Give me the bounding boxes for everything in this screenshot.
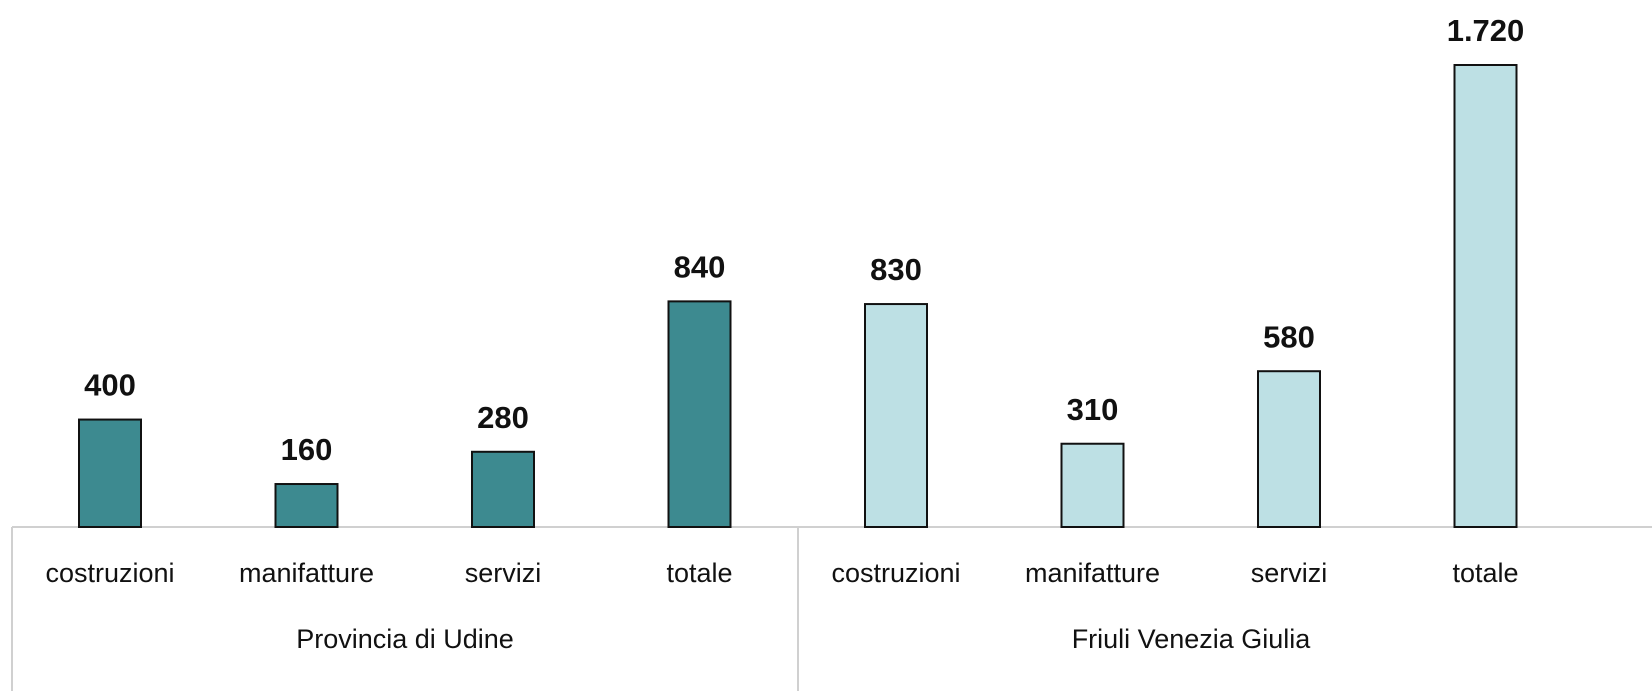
value-label: 280 xyxy=(477,400,529,435)
value-label: 310 xyxy=(1067,392,1119,427)
x-tick-label: servizi xyxy=(465,558,542,588)
group-label: Friuli Venezia Giulia xyxy=(1072,624,1312,654)
bar xyxy=(78,418,142,528)
x-tick-label: manifatture xyxy=(1025,558,1160,588)
x-tick-label: costruzioni xyxy=(831,558,960,588)
group-label: Provincia di Udine xyxy=(296,624,514,654)
bar xyxy=(471,450,535,529)
value-label: 580 xyxy=(1263,319,1315,354)
bar xyxy=(667,300,732,529)
value-label: 840 xyxy=(674,250,726,285)
bar xyxy=(1060,442,1125,528)
value-label: 1.720 xyxy=(1447,13,1525,48)
x-tick-label: servizi xyxy=(1251,558,1328,588)
bar xyxy=(274,483,339,528)
bar xyxy=(864,303,928,528)
value-label: 160 xyxy=(281,432,333,467)
x-tick-label: totale xyxy=(1452,558,1518,588)
x-tick-label: totale xyxy=(666,558,732,588)
value-label: 400 xyxy=(84,368,136,403)
bar xyxy=(1453,64,1518,528)
value-label: 830 xyxy=(870,252,922,287)
bar xyxy=(1257,370,1321,528)
x-tick-label: manifatture xyxy=(239,558,374,588)
x-tick-label: costruzioni xyxy=(45,558,174,588)
